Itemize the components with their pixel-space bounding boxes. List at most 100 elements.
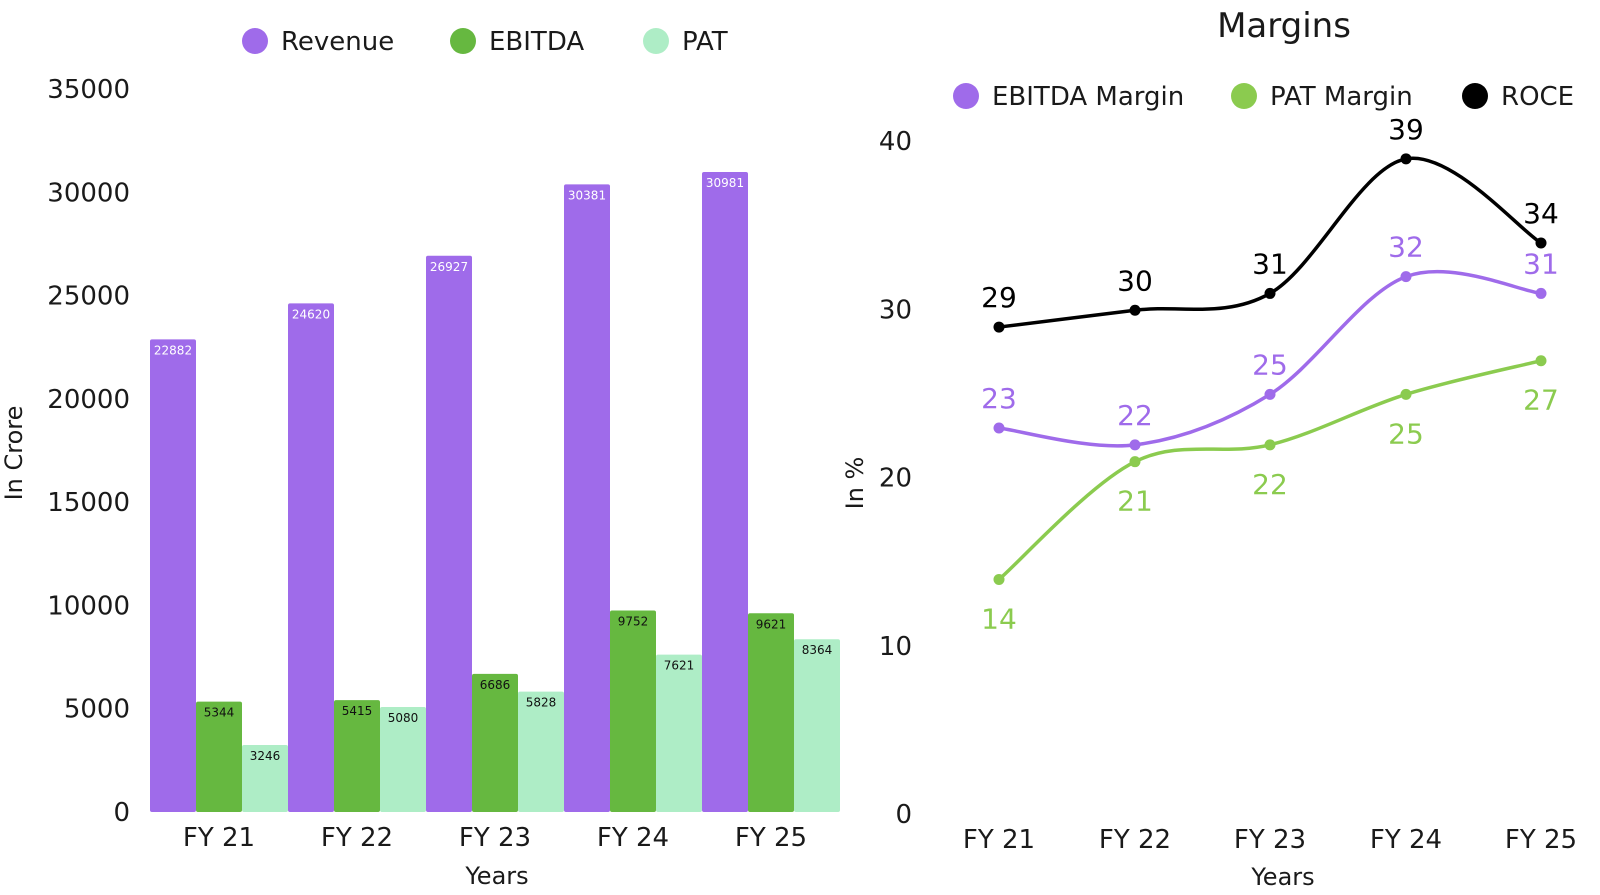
y-tick-label: 30	[879, 295, 912, 325]
line-chart-x-ticks: FY 21 FY 22 FY 23 FY 24 FY 25	[963, 825, 1577, 855]
line-chart-data-labels: 23 22 25 32 31 14 21 22 25 27 29 30 31 39 34	[981, 113, 1559, 636]
bar-pat-fy-22	[380, 707, 426, 812]
bar-pat-fy-21	[242, 744, 288, 812]
point-ebitda-margin-fy-24	[1400, 271, 1412, 283]
bar-chart-legend: Revenue EBITDA PAT	[242, 27, 728, 57]
bar-ebitda-fy-21	[196, 701, 242, 812]
point-pat-margin-fy-21	[993, 573, 1005, 585]
bar-value-label: 30981	[706, 176, 744, 190]
point-value-label: 25	[1252, 348, 1288, 381]
legend-label-ebitda: EBITDA	[489, 27, 584, 57]
x-tick-label: FY 22	[1099, 825, 1171, 855]
bar-pat-fy-24	[656, 654, 702, 812]
y-tick-label: 15000	[47, 488, 130, 518]
x-tick-label: FY 25	[735, 823, 807, 853]
bar-value-label: 24620	[292, 307, 330, 321]
legend-marker-ebitda	[450, 28, 476, 54]
bar-value-label: 7621	[664, 659, 695, 673]
bar-value-label: 5080	[388, 711, 419, 725]
y-tick-label: 35000	[47, 75, 130, 105]
bar-revenue-fy-24	[564, 184, 610, 812]
y-tick-label: 20000	[47, 385, 130, 415]
y-tick-label: 30000	[47, 178, 130, 208]
point-value-label: 39	[1388, 113, 1424, 146]
bar-value-label: 9752	[618, 615, 649, 629]
bar-pat-fy-23	[518, 691, 564, 812]
point-roce-fy-25	[1535, 237, 1547, 249]
bar-value-label: 3246	[250, 749, 281, 763]
bar-value-label: 5828	[526, 696, 557, 710]
bar-ebitda-fy-22	[334, 700, 380, 812]
point-value-label: 30	[1117, 264, 1153, 297]
bar-ebitda-fy-25	[748, 613, 794, 812]
point-pat-margin-fy-25	[1535, 355, 1547, 367]
x-tick-label: FY 25	[1505, 825, 1577, 855]
point-pat-margin-fy-22	[1129, 456, 1141, 468]
line-chart-series	[993, 153, 1547, 585]
bar-revenue-fy-22	[288, 303, 334, 812]
point-value-label: 14	[981, 602, 1017, 635]
point-value-label: 25	[1388, 417, 1424, 450]
legend-marker-pat	[643, 28, 669, 54]
y-tick-label: 40	[879, 127, 912, 157]
point-value-label: 32	[1388, 231, 1424, 264]
point-value-label: 23	[981, 382, 1017, 415]
legend-label-ebitda-margin: EBITDA Margin	[992, 82, 1184, 112]
legend-label-roce: ROCE	[1501, 82, 1574, 112]
point-roce-fy-23	[1264, 287, 1276, 299]
y-tick-label: 10000	[47, 591, 130, 621]
point-value-label: 34	[1523, 197, 1559, 230]
bar-value-label: 22882	[154, 343, 192, 357]
x-tick-label: FY 23	[459, 823, 531, 853]
bar-value-label: 5344	[204, 706, 235, 720]
y-tick-label: 0	[895, 800, 912, 830]
y-tick-label: 0	[113, 798, 130, 828]
bar-value-label: 6686	[480, 678, 511, 692]
bar-pat-fy-25	[794, 639, 840, 812]
x-tick-label: FY 24	[1370, 825, 1442, 855]
x-tick-label: FY 21	[183, 823, 255, 853]
x-tick-label: FY 24	[597, 823, 669, 853]
point-roce-fy-22	[1129, 304, 1141, 316]
point-ebitda-margin-fy-22	[1129, 439, 1141, 451]
bar-chart-bars	[150, 172, 840, 812]
line-roce	[997, 156, 1543, 329]
legend-label-pat-margin: PAT Margin	[1270, 82, 1413, 112]
point-ebitda-margin-fy-23	[1264, 388, 1276, 400]
point-roce-fy-21	[993, 321, 1005, 333]
point-value-label: 27	[1523, 384, 1559, 417]
line-chart-legend: EBITDA Margin PAT Margin ROCE	[953, 82, 1574, 112]
point-pat-margin-fy-23	[1264, 439, 1276, 451]
point-value-label: 22	[1252, 468, 1288, 501]
bar-chart-revenue-ebitda-pat: Revenue EBITDA PAT 0 5000 10000 15000 20000 250…	[0, 27, 840, 890]
point-value-label: 31	[1252, 247, 1288, 280]
bar-chart-y-axis-label: In Crore	[0, 406, 28, 501]
point-ebitda-margin-fy-21	[993, 422, 1005, 434]
y-tick-label: 20	[879, 464, 912, 494]
bar-value-label: 30381	[568, 188, 606, 202]
x-tick-label: FY 23	[1234, 825, 1306, 855]
legend-marker-pat-margin	[1231, 83, 1257, 109]
bar-chart-x-ticks: FY 21 FY 22 FY 23 FY 24 FY 25	[183, 823, 807, 853]
bar-chart-y-ticks: 0 5000 10000 15000 20000 25000 30000 35000	[47, 75, 130, 828]
bar-ebitda-fy-23	[472, 673, 518, 812]
line-chart-y-ticks: 0 10 20 30 40	[879, 127, 912, 830]
bar-revenue-fy-23	[426, 255, 472, 812]
point-roce-fy-24	[1400, 153, 1412, 165]
legend-marker-revenue	[242, 28, 268, 54]
x-tick-label: FY 22	[321, 823, 393, 853]
point-value-label: 21	[1117, 485, 1153, 518]
x-tick-label: FY 21	[963, 825, 1035, 855]
bar-value-label: 8364	[802, 643, 833, 657]
point-ebitda-margin-fy-25	[1535, 287, 1547, 299]
line-chart-x-axis-label: Years	[1250, 863, 1314, 891]
bar-value-label: 26927	[430, 260, 468, 274]
y-tick-label: 10	[879, 632, 912, 662]
line-chart-y-axis-label: In %	[841, 457, 869, 510]
bar-value-label: 9621	[756, 617, 787, 631]
point-pat-margin-fy-24	[1400, 388, 1412, 400]
point-value-label: 31	[1523, 247, 1559, 280]
line-chart-title: Margins	[1217, 6, 1351, 46]
legend-label-pat: PAT	[682, 27, 728, 57]
